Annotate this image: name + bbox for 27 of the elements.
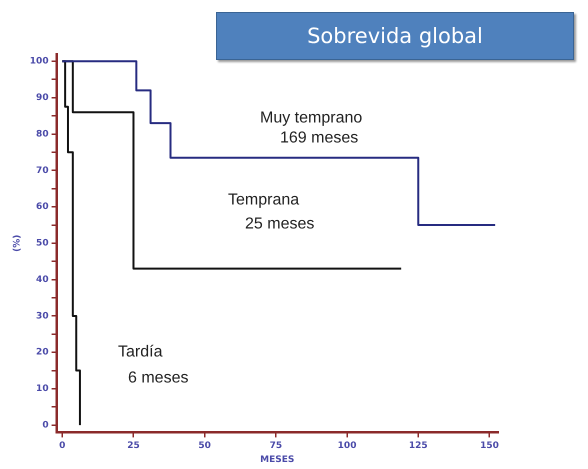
y-tick-label: 70: [36, 166, 49, 176]
y-tick-label: 90: [36, 93, 49, 104]
y-tick-label: 20: [36, 348, 49, 358]
y-tick-label: 100: [30, 56, 49, 67]
x-tick-label: 75: [270, 441, 282, 452]
annotation: 25 meses: [245, 215, 314, 232]
annotation: Tardía: [118, 343, 163, 360]
y-tick-label: 30: [36, 311, 49, 322]
title-banner: Sobrevida global: [216, 12, 574, 60]
x-tick-label: 50: [198, 441, 211, 452]
x-tick-label: 25: [127, 441, 140, 452]
x-axis-title: MESES: [260, 454, 294, 465]
y-tick-label: 50: [36, 238, 49, 249]
annotation: Muy temprano: [260, 109, 362, 126]
y-tick-label: 80: [36, 129, 49, 140]
x-tick-label: 0: [59, 441, 66, 452]
y-tick-label: 10: [36, 384, 49, 394]
y-tick-label: 0: [42, 420, 49, 430]
y-tick-label: 40: [36, 274, 49, 285]
annotation: 6 meses: [128, 369, 188, 386]
y-axis-title: (%): [12, 234, 23, 252]
y-tick-label: 60: [36, 202, 49, 212]
annotation: 169 meses: [280, 129, 358, 146]
x-tick-label: 125: [408, 441, 428, 452]
x-tick-label: 100: [338, 441, 356, 452]
annotation: Temprana: [228, 191, 300, 208]
x-tick-label: 150: [480, 441, 499, 452]
